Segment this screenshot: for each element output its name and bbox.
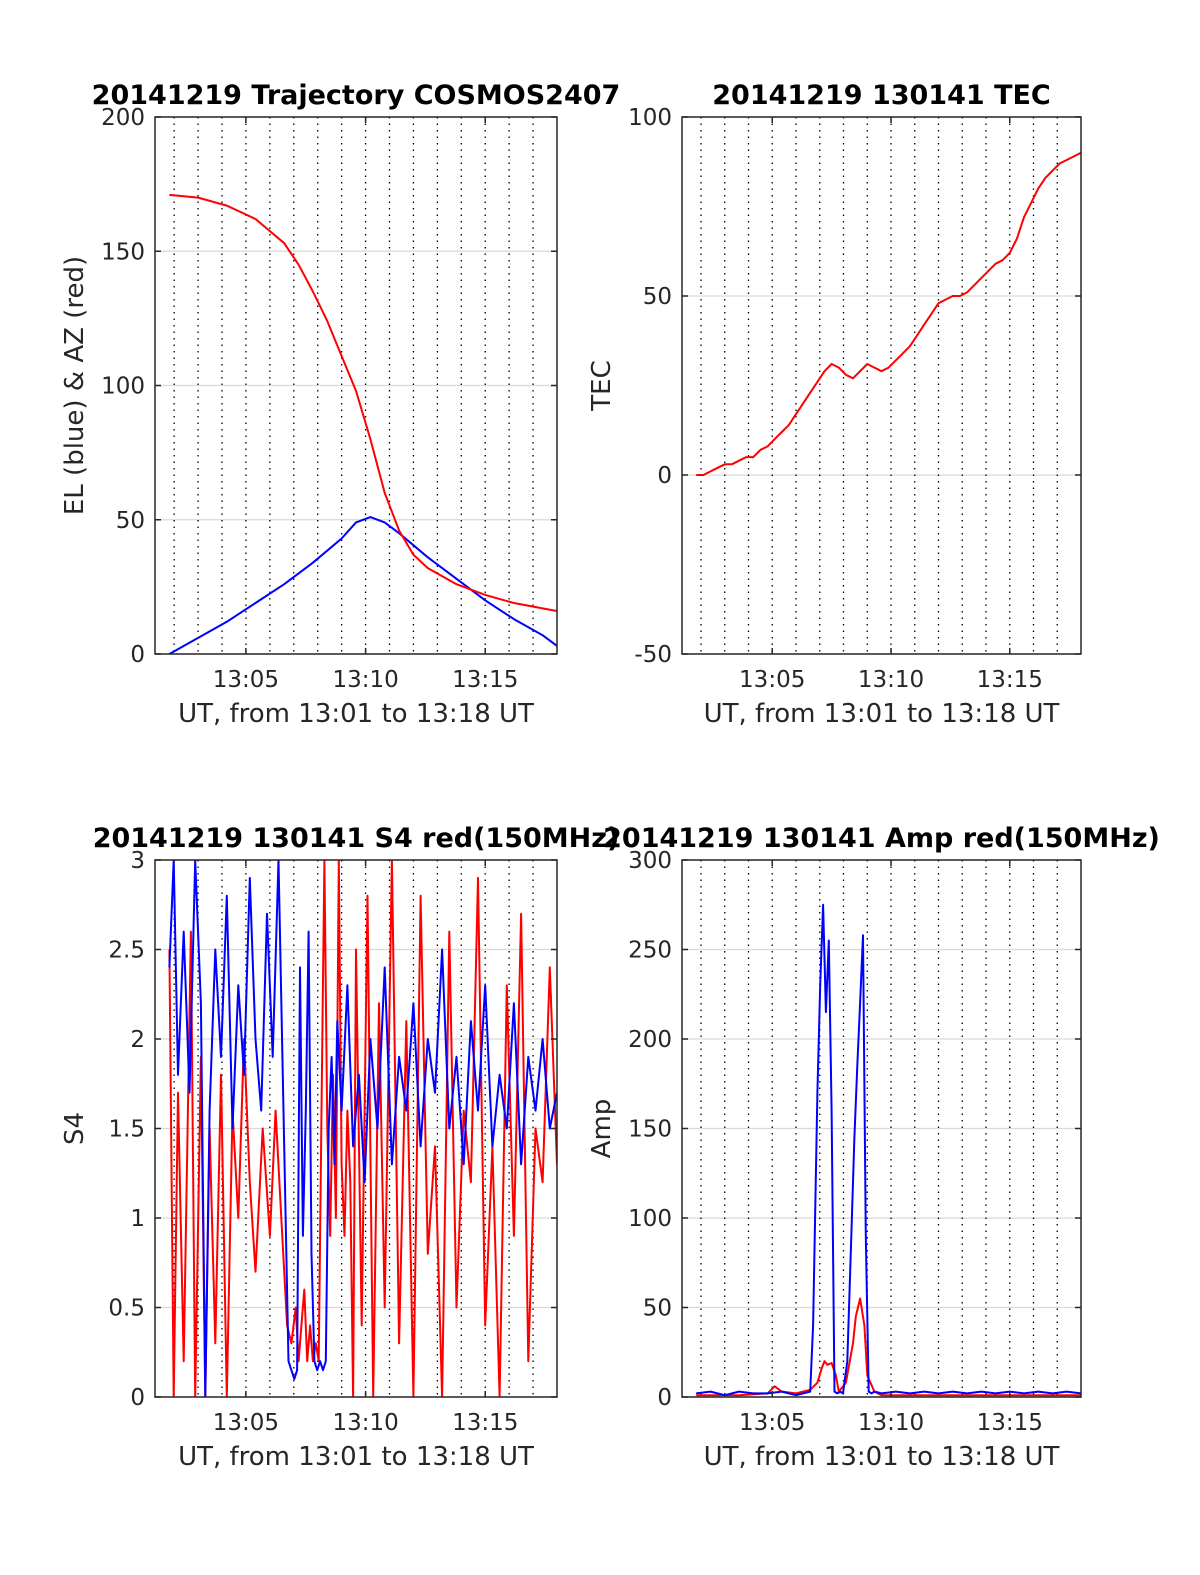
y-tick-label: 150 [628,1117,672,1143]
y-tick-label: 250 [628,938,672,964]
y-tick-label: 2 [130,1027,145,1053]
y-tick-label: 2.5 [108,938,145,964]
y-tick-label: 1 [130,1206,145,1232]
y-tick-label: 0 [130,1385,145,1411]
blue-series-line [696,903,1081,1397]
blue-series-line [168,860,557,1397]
x-tick-label: 13:15 [452,1410,518,1436]
tick-layer: 0 50 100 150 200 250 300 13:05 13:10 13:15 [628,848,1081,1436]
chart-amp: 0 50 100 150 200 250 300 13:05 13:10 13:15 201412… [587,823,1160,1472]
y-axis-label: Amp [587,1099,617,1159]
series-layer [696,903,1081,1397]
chart-s4: 0 0.5 1 1.5 2 2.5 3 13:05 13:10 13:15 20141219 13… [60,823,619,1472]
x-tick-label: 13:05 [739,1410,805,1436]
series-layer [168,193,557,654]
red-series-line [696,151,1081,476]
series-layer [168,860,557,1397]
x-axis-label: UT, from 13:01 to 13:18 UT [704,699,1060,729]
chart-tec: -50 0 50 100 13:05 13:10 13:15 20141219 130141… [587,80,1082,729]
y-tick-label: 1.5 [108,1117,145,1143]
x-tick-label: 13:10 [858,1410,924,1436]
y-tick-label: 100 [628,105,672,131]
y-tick-label: 100 [101,374,145,400]
x-axis-label: UT, from 13:01 to 13:18 UT [178,1442,534,1472]
blue-series-line [168,516,557,654]
x-tick-label: 13:05 [213,667,279,693]
series-layer [696,151,1081,476]
x-tick-label: 13:05 [739,667,805,693]
y-tick-label: 0.5 [108,1296,145,1322]
y-tick-label: 0 [130,642,145,668]
red-series-line [169,193,557,612]
x-tick-label: 13:15 [977,667,1043,693]
x-tick-label: 13:10 [332,667,398,693]
y-tick-label: 3 [130,848,145,874]
x-tick-label: 13:10 [858,667,924,693]
x-tick-label: 13:10 [332,1410,398,1436]
y-tick-label: -50 [634,642,672,668]
chart-title: 20141219 130141 TEC [712,80,1051,111]
y-axis-label: S4 [60,1112,90,1145]
y-axis-label: EL (blue) & AZ (red) [60,256,90,515]
y-tick-label: 0 [657,463,672,489]
tick-layer: 0 50 100 150 200 13:05 13:10 13:15 [101,105,557,693]
plot-frame [681,116,1082,655]
y-tick-label: 200 [628,1027,672,1053]
y-tick-label: 150 [101,239,145,265]
y-tick-label: 50 [643,1296,672,1322]
x-tick-label: 13:15 [452,667,518,693]
chart-title: 20141219 Trajectory COSMOS2407 [92,80,621,111]
tick-layer: -50 0 50 100 13:05 13:10 13:15 [628,105,1081,693]
x-axis-label: UT, from 13:01 to 13:18 UT [178,699,534,729]
tick-layer: 0 0.5 1 1.5 2 2.5 3 13:05 13:10 13:15 [108,848,557,1436]
x-tick-label: 13:05 [213,1410,279,1436]
y-tick-label: 50 [643,284,672,310]
chart-trajectory: 0 50 100 150 200 13:05 13:10 13:15 20141219 Tra… [60,80,620,729]
y-tick-label: 200 [101,105,145,131]
y-tick-label: 0 [657,1385,672,1411]
x-tick-label: 13:15 [977,1410,1043,1436]
y-tick-label: 300 [628,848,672,874]
chart-title: 20141219 130141 S4 red(150MHz) [93,823,620,854]
y-tick-label: 100 [628,1206,672,1232]
y-axis-label: TEC [587,360,617,411]
x-axis-label: UT, from 13:01 to 13:18 UT [704,1442,1060,1472]
chart-title: 20141219 130141 Amp red(150MHz) [603,823,1160,854]
y-tick-label: 50 [116,508,145,534]
